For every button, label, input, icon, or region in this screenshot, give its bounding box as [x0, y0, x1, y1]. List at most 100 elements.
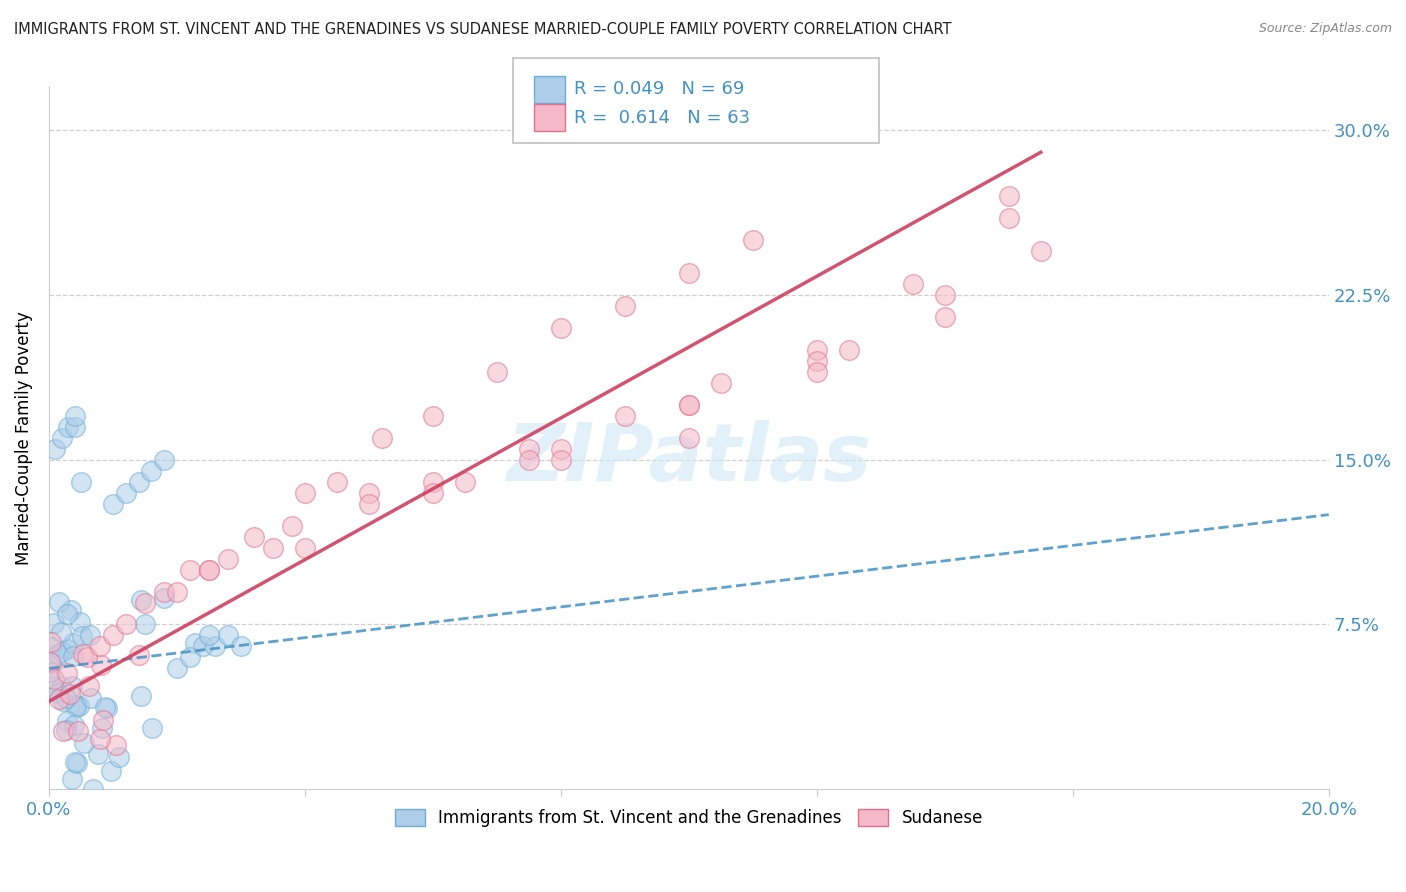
Immigrants from St. Vincent and the Grenadines: [101, 497, 124, 511]
Sudanese: [294, 485, 316, 500]
Text: Source: ZipAtlas.com: Source: ZipAtlas.com: [1258, 22, 1392, 36]
Immigrants from St. Vincent and the Grenadines: [134, 617, 156, 632]
Immigrants from St. Vincent and the Grenadines: [63, 409, 86, 423]
Sudanese: [485, 365, 508, 379]
Immigrants from St. Vincent and the Grenadines: [94, 700, 117, 714]
Immigrants from St. Vincent and the Grenadines: [51, 431, 73, 445]
Immigrants from St. Vincent and the Grenadines: [48, 595, 70, 609]
Immigrants from St. Vincent and the Grenadines: [217, 628, 239, 642]
Immigrants from St. Vincent and the Grenadines: [229, 640, 252, 654]
Sudanese: [550, 321, 572, 335]
Immigrants from St. Vincent and the Grenadines: [65, 700, 87, 714]
Immigrants from St. Vincent and the Grenadines: [46, 686, 69, 700]
Sudanese: [59, 688, 82, 702]
Sudanese: [281, 518, 304, 533]
Immigrants from St. Vincent and the Grenadines: [52, 693, 75, 707]
Sudanese: [166, 584, 188, 599]
Immigrants from St. Vincent and the Grenadines: [56, 642, 79, 657]
Immigrants from St. Vincent and the Grenadines: [60, 603, 83, 617]
Sudanese: [89, 732, 111, 747]
Sudanese: [710, 376, 733, 390]
Immigrants from St. Vincent and the Grenadines: [46, 647, 69, 661]
Immigrants from St. Vincent and the Grenadines: [51, 624, 73, 639]
Sudanese: [56, 665, 79, 680]
Text: IMMIGRANTS FROM ST. VINCENT AND THE GRENADINES VS SUDANESE MARRIED-COUPLE FAMILY: IMMIGRANTS FROM ST. VINCENT AND THE GREN…: [14, 22, 952, 37]
Sudanese: [153, 584, 176, 599]
Immigrants from St. Vincent and the Grenadines: [55, 607, 77, 621]
Sudanese: [89, 640, 111, 654]
Immigrants from St. Vincent and the Grenadines: [87, 747, 110, 761]
Sudanese: [101, 628, 124, 642]
Immigrants from St. Vincent and the Grenadines: [41, 657, 63, 671]
Sudanese: [422, 485, 444, 500]
Sudanese: [838, 343, 860, 357]
Sudanese: [128, 648, 150, 662]
Sudanese: [179, 563, 201, 577]
Immigrants from St. Vincent and the Grenadines: [60, 679, 83, 693]
Immigrants from St. Vincent and the Grenadines: [128, 475, 150, 489]
Sudanese: [998, 189, 1021, 203]
Sudanese: [678, 398, 700, 412]
Sudanese: [517, 452, 540, 467]
Immigrants from St. Vincent and the Grenadines: [66, 756, 89, 771]
Immigrants from St. Vincent and the Grenadines: [67, 698, 90, 713]
Sudanese: [613, 409, 636, 423]
Immigrants from St. Vincent and the Grenadines: [184, 636, 207, 650]
Sudanese: [242, 530, 264, 544]
Immigrants from St. Vincent and the Grenadines: [63, 718, 86, 732]
Immigrants from St. Vincent and the Grenadines: [204, 640, 226, 654]
Sudanese: [550, 442, 572, 456]
Text: R =  0.614   N = 63: R = 0.614 N = 63: [574, 109, 749, 127]
Immigrants from St. Vincent and the Grenadines: [44, 442, 66, 456]
Immigrants from St. Vincent and the Grenadines: [56, 419, 79, 434]
Immigrants from St. Vincent and the Grenadines: [41, 640, 63, 654]
Immigrants from St. Vincent and the Grenadines: [73, 736, 96, 750]
Immigrants from St. Vincent and the Grenadines: [63, 755, 86, 769]
Sudanese: [114, 617, 136, 632]
Sudanese: [48, 692, 70, 706]
Immigrants from St. Vincent and the Grenadines: [63, 419, 86, 434]
Immigrants from St. Vincent and the Grenadines: [39, 665, 62, 679]
Sudanese: [1029, 244, 1052, 258]
Sudanese: [370, 431, 392, 445]
Immigrants from St. Vincent and the Grenadines: [55, 691, 77, 706]
Immigrants from St. Vincent and the Grenadines: [141, 464, 163, 478]
Sudanese: [678, 431, 700, 445]
Sudanese: [79, 679, 101, 693]
Sudanese: [67, 723, 90, 738]
Sudanese: [806, 365, 828, 379]
Immigrants from St. Vincent and the Grenadines: [82, 781, 104, 796]
Sudanese: [217, 551, 239, 566]
Sudanese: [52, 724, 75, 739]
Sudanese: [198, 563, 221, 577]
Immigrants from St. Vincent and the Grenadines: [51, 644, 73, 658]
Sudanese: [326, 475, 349, 489]
Immigrants from St. Vincent and the Grenadines: [60, 772, 83, 786]
Immigrants from St. Vincent and the Grenadines: [129, 593, 152, 607]
Immigrants from St. Vincent and the Grenadines: [79, 628, 101, 642]
Immigrants from St. Vincent and the Grenadines: [198, 628, 221, 642]
Sudanese: [357, 497, 380, 511]
Sudanese: [678, 398, 700, 412]
Immigrants from St. Vincent and the Grenadines: [80, 690, 103, 705]
Sudanese: [90, 658, 112, 673]
Immigrants from St. Vincent and the Grenadines: [55, 723, 77, 737]
Sudanese: [76, 650, 98, 665]
Sudanese: [806, 343, 828, 357]
Text: R = 0.049   N = 69: R = 0.049 N = 69: [574, 80, 744, 98]
Immigrants from St. Vincent and the Grenadines: [179, 650, 201, 665]
Sudanese: [262, 541, 284, 555]
Sudanese: [901, 277, 924, 291]
Sudanese: [422, 475, 444, 489]
Sudanese: [550, 452, 572, 467]
Sudanese: [39, 655, 62, 669]
Immigrants from St. Vincent and the Grenadines: [62, 648, 84, 663]
Sudanese: [678, 266, 700, 280]
Sudanese: [934, 288, 956, 302]
Immigrants from St. Vincent and the Grenadines: [65, 698, 87, 712]
Immigrants from St. Vincent and the Grenadines: [166, 661, 188, 675]
Sudanese: [422, 409, 444, 423]
Immigrants from St. Vincent and the Grenadines: [56, 714, 79, 729]
Text: ZIPatlas: ZIPatlas: [506, 420, 872, 498]
Sudanese: [454, 475, 477, 489]
